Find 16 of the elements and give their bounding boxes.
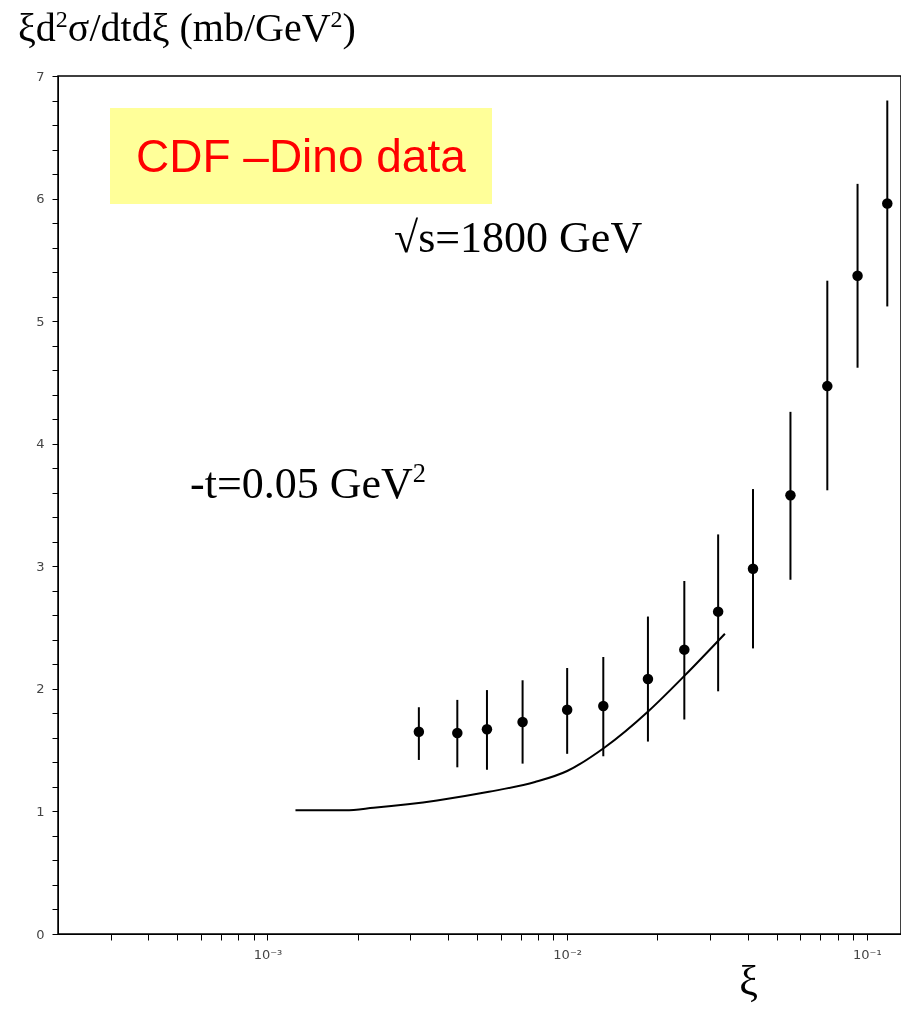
x-axis-title: ξ: [739, 957, 758, 1004]
y-axis-title: ξd$^{2}$σ/dtdξ (mb/GeV$^{2}$): [18, 4, 356, 51]
y-tick-label: 2: [36, 681, 45, 697]
x-tick-label: 10⁻¹: [853, 946, 882, 962]
y-tick-label: 4: [36, 436, 45, 452]
annotation: -t=0.05 GeV$^{2}$: [190, 458, 426, 509]
y-tick-label: 7: [36, 68, 45, 84]
y-tick-label: 6: [36, 191, 45, 207]
y-tick-label: 5: [36, 313, 45, 329]
y-tick-label: 0: [36, 926, 45, 942]
y-tick-label: 3: [36, 558, 45, 574]
x-tick-label: 10⁻²: [553, 946, 582, 962]
y-tick-label: 1: [36, 803, 45, 819]
x-tick-label: 10⁻³: [253, 946, 283, 962]
annotation: √s=1800 GeV: [394, 212, 643, 263]
annotation: CDF –Dino data: [110, 108, 492, 204]
